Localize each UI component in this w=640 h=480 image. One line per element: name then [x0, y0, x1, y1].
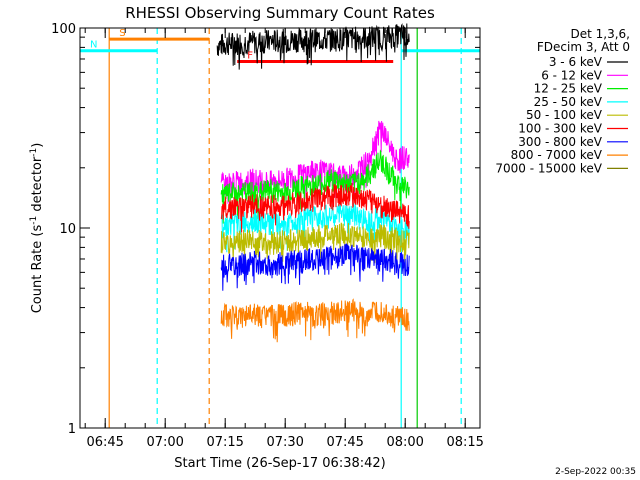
x-tick-label: 06:45 [86, 435, 123, 450]
series-trace [220, 222, 410, 268]
series-line [220, 120, 410, 209]
legend-entry-label: 12 - 25 keV [534, 82, 603, 96]
y-axis-label: Count Rate (s-1 detector-1) [29, 143, 45, 314]
y-axis-label-sup: -1 [29, 216, 39, 225]
state-bar-label: N [90, 40, 97, 51]
series-trace [220, 243, 410, 291]
legend-entry-label: 25 - 50 keV [534, 95, 603, 109]
y-axis-label-main: Count Rate (s [30, 225, 45, 314]
legend-entry-label: 6 - 12 keV [541, 68, 603, 82]
x-tick-label: 07:00 [146, 435, 183, 450]
chart-title: RHESSI Observing Summary Count Rates [125, 4, 435, 22]
y-axis-label-close: ) [30, 143, 45, 148]
legend-entry-label: 50 - 100 keV [526, 108, 603, 122]
state-bar-label: F [247, 50, 253, 61]
state-bar-label: S [119, 28, 125, 39]
series-line [220, 201, 410, 253]
axes: 1 10 100 06:45 07:00 07:15 07:30 07:45 08:00 08:1… [51, 22, 484, 450]
legend-entry-label: 100 - 300 keV [518, 122, 602, 136]
x-tick-label: 07:45 [326, 435, 363, 450]
legend-entry-label: 800 - 7000 keV [511, 148, 603, 162]
y-axis-label-sup-2: -1 [29, 148, 39, 157]
y-tick-label: 1 [68, 422, 76, 437]
x-tick-label: 08:00 [386, 435, 423, 450]
series-line [220, 222, 410, 268]
y-tick-label: 100 [51, 22, 76, 37]
legend-entry-label: 7000 - 15000 keV [495, 161, 602, 175]
legend-header-line-1: Det 1,3,6, [571, 27, 631, 41]
legend-entry-label: 300 - 800 keV [518, 135, 602, 149]
x-axis-label: Start Time (26-Sep-17 06:38:42) [174, 456, 385, 471]
series-line [220, 243, 410, 291]
legend-header-line-2: FDecim 3, Att 0 [537, 40, 630, 54]
y-axis-label-tail: detector [30, 156, 45, 216]
series-line [220, 298, 410, 343]
series-line [220, 182, 410, 233]
series-trace [220, 120, 410, 209]
series-trace [220, 298, 410, 343]
legend-entry-label: 3 - 6 keV [549, 55, 603, 69]
x-tick-label: 07:15 [206, 435, 243, 450]
footer-timestamp: 2-Sep-2022 00:35 [555, 467, 636, 477]
x-tick-label: 07:30 [266, 435, 303, 450]
y-tick-label: 10 [59, 222, 76, 237]
series-trace [220, 201, 410, 253]
x-tick-label: 08:15 [446, 435, 483, 450]
series-trace [220, 182, 410, 233]
